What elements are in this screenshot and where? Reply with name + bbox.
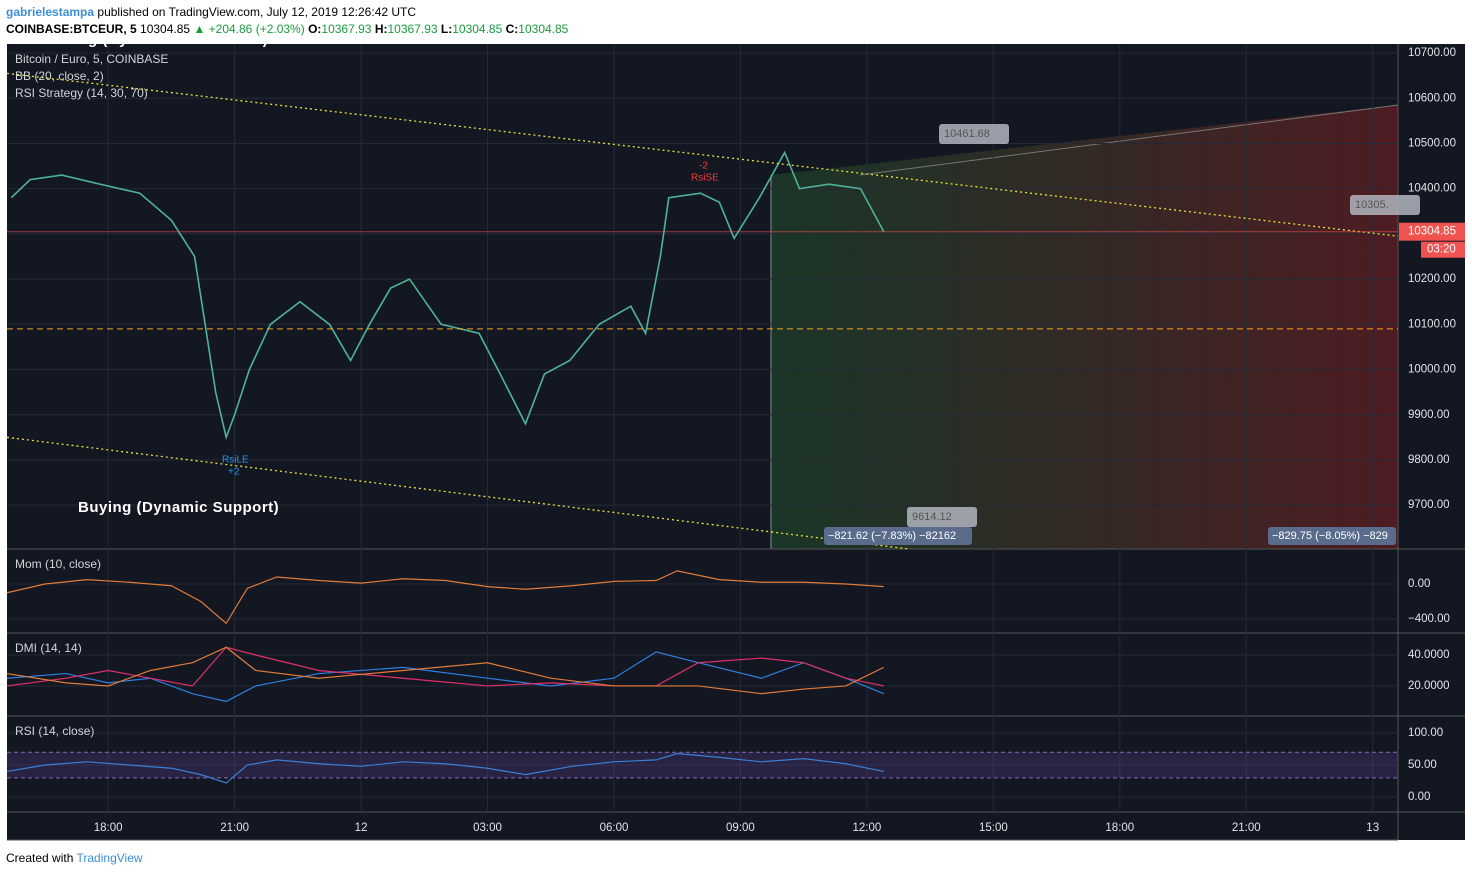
projection-line bbox=[859, 104, 1399, 176]
y-tick-label: 10200.00 bbox=[1408, 273, 1456, 285]
annotation: 10461.68 bbox=[944, 128, 990, 140]
study-label: BB (20, close, 2) bbox=[15, 69, 104, 83]
pane-title: DMI (14, 14) bbox=[15, 641, 82, 655]
range-box bbox=[1268, 527, 1396, 545]
y-tick-label: 0.00 bbox=[1408, 578, 1430, 590]
annotation: RsiSE bbox=[691, 173, 719, 184]
x-tick-label: 03:00 bbox=[473, 822, 502, 834]
l: 10304.85 bbox=[452, 22, 503, 36]
price-tag bbox=[1399, 222, 1465, 241]
rsi-fill bbox=[7, 752, 1398, 778]
h: 10367.93 bbox=[387, 22, 438, 36]
x-tick-label: 15:00 bbox=[979, 822, 1008, 834]
y-tick-label: 10700.00 bbox=[1408, 47, 1456, 59]
annotation: -2 bbox=[699, 161, 708, 172]
price-line bbox=[10, 150, 885, 441]
series-line bbox=[6, 651, 884, 703]
indicator-line bbox=[6, 570, 884, 625]
annotation: −829.75 (−8.05%) −829 bbox=[1272, 530, 1388, 542]
y-tick-label: 50.00 bbox=[1408, 759, 1437, 771]
header: gabrielestampa published on TradingView.… bbox=[6, 4, 568, 38]
x-tick-label: 09:00 bbox=[726, 822, 755, 834]
series-line bbox=[6, 646, 885, 695]
annotation: Selling (Dynamic Resistance) bbox=[45, 31, 268, 48]
annotation: +2 bbox=[228, 467, 240, 478]
trend-line bbox=[6, 436, 910, 550]
x-tick-label: 12:00 bbox=[853, 822, 882, 834]
annotation: −821.62 (−7.83%) −82162 bbox=[828, 530, 956, 542]
range-box bbox=[824, 527, 972, 545]
x-tick-label: 12 bbox=[355, 822, 368, 834]
countdown-tag bbox=[1421, 241, 1465, 258]
callout-box bbox=[907, 507, 977, 527]
h-label: H: bbox=[374, 22, 388, 36]
y-tick-label: 20.0000 bbox=[1408, 680, 1450, 692]
y-tick-label: 10500.00 bbox=[1408, 137, 1456, 149]
callout-box bbox=[939, 124, 1009, 144]
y-tick-label: 9700.00 bbox=[1408, 499, 1450, 511]
annotation: Buying (Dynamic Support) bbox=[78, 499, 279, 516]
c: 10304.85 bbox=[518, 22, 569, 36]
x-tick-label: 21:00 bbox=[1232, 822, 1261, 834]
l-label: L: bbox=[440, 22, 453, 36]
pane-title: RSI (14, close) bbox=[15, 724, 94, 738]
y-tick-label: 10600.00 bbox=[1408, 92, 1456, 104]
y-tick-label: 9800.00 bbox=[1408, 454, 1450, 466]
pane-title: Bitcoin / Euro, 5, COINBASE bbox=[15, 52, 168, 66]
x-tick-label: 18:00 bbox=[1105, 822, 1134, 834]
price-tag-label: 10304.85 bbox=[1408, 226, 1456, 238]
c-label: C: bbox=[505, 22, 519, 36]
published: published on TradingView.com, July 12, 2… bbox=[97, 5, 417, 19]
y-tick-label: 10400.00 bbox=[1408, 183, 1456, 195]
trend-line bbox=[6, 72, 1399, 237]
y-tick-label: 100.00 bbox=[1408, 727, 1443, 739]
series-line bbox=[6, 646, 884, 687]
indicator-line bbox=[6, 752, 884, 784]
pane-title: Mom (10, close) bbox=[15, 557, 101, 571]
y-tick-label: −400.00 bbox=[1408, 613, 1450, 625]
change: ▲ +204.86 (+2.03%) bbox=[193, 22, 305, 36]
brand[interactable]: TradingView bbox=[76, 851, 143, 865]
y-tick-label: 10000.00 bbox=[1408, 364, 1456, 376]
y-tick-label: 9900.00 bbox=[1408, 409, 1450, 421]
user[interactable]: gabrielestampa bbox=[6, 5, 95, 19]
footer: Created with TradingView bbox=[6, 851, 143, 865]
x-tick-label: 21:00 bbox=[220, 822, 249, 834]
y-tick-label: 10100.00 bbox=[1408, 318, 1456, 330]
annotation: 9614.12 bbox=[912, 511, 952, 523]
o: 10367.93 bbox=[321, 22, 372, 36]
x-tick-label: 06:00 bbox=[600, 822, 629, 834]
annotation: 10305. bbox=[1355, 199, 1389, 211]
projection bbox=[771, 105, 1398, 549]
y-tick-label: 40.0000 bbox=[1408, 649, 1450, 661]
last: 10304.85 bbox=[140, 22, 191, 36]
annotation: RsiLE bbox=[222, 455, 249, 466]
y-tick-label: 0.00 bbox=[1408, 791, 1430, 803]
o-label: O: bbox=[308, 22, 322, 36]
x-tick-label: 18:00 bbox=[94, 822, 123, 834]
symbol: COINBASE:BTCEUR, 5 bbox=[6, 22, 137, 36]
countdown: 03:20 bbox=[1427, 244, 1456, 256]
callout-box bbox=[1350, 195, 1420, 215]
created: Created with bbox=[6, 851, 74, 865]
study-label: RSI Strategy (14, 30, 70) bbox=[15, 86, 148, 100]
x-tick-label: 13 bbox=[1366, 822, 1379, 834]
